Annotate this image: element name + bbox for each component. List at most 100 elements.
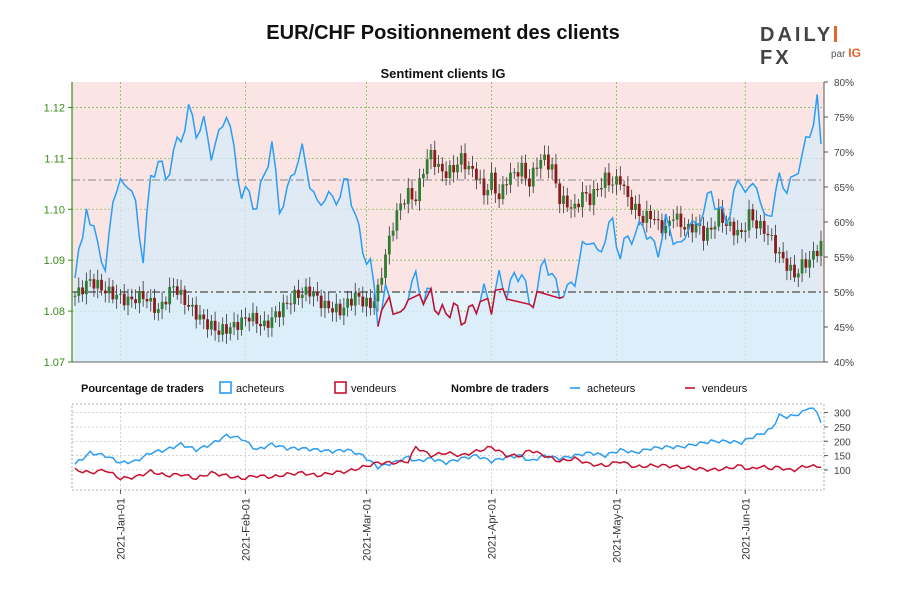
candle-body [565, 195, 569, 208]
candle-body [732, 221, 736, 236]
candle-body [81, 287, 84, 295]
candle-body [660, 220, 664, 234]
candle-body [493, 172, 497, 194]
candle-body [255, 312, 259, 324]
legend-buyers-count: acheteurs [587, 383, 636, 395]
candle-body [365, 297, 368, 307]
logo-brand-right: FX [760, 47, 792, 69]
candle-body [357, 292, 361, 297]
candle-body [482, 178, 486, 196]
candle-body [668, 220, 671, 226]
count-tick-label: 200 [834, 437, 851, 448]
candle-body [796, 273, 800, 278]
candle-body [509, 172, 512, 185]
candle-body [649, 210, 652, 220]
candle-body [717, 208, 721, 227]
candle-body [346, 298, 350, 308]
candle-body [115, 294, 119, 300]
count-axis-ticks: 100 150 200 250 300 [824, 409, 851, 477]
candle-body [440, 163, 444, 172]
candle-body [270, 317, 274, 328]
pct-axis-ticks: 40% 45% 50% 55% 60% 65% 70% 75% 80% [824, 78, 854, 369]
legend: Pourcentage de traders acheteurs vendeur… [81, 381, 748, 395]
candle-body [293, 289, 297, 305]
candle-body [236, 322, 240, 330]
candle-body [687, 223, 690, 230]
candle-body [395, 210, 399, 231]
candle-body [444, 171, 448, 178]
price-tick-label: 1.10 [44, 204, 65, 216]
candle-body [554, 164, 558, 184]
candle-body [759, 220, 762, 229]
candle-body [156, 309, 160, 313]
candle-body [179, 289, 183, 295]
price-tick-label: 1.08 [44, 306, 65, 318]
candle-body [331, 308, 334, 313]
dailyfx-logo: DAILYFX par IG [760, 24, 870, 69]
sellers-pct-line [377, 286, 564, 327]
pct-tick-label: 70% [834, 148, 854, 159]
date-tick-label: 2021-Jun-01 [740, 498, 752, 560]
candle-body [819, 240, 823, 257]
legend-pct-label: Pourcentage de traders [81, 383, 204, 395]
candle-body [747, 209, 751, 231]
legend-count-label: Nombre de traders [451, 383, 549, 395]
candle-body [459, 153, 463, 165]
candle-body [103, 290, 107, 294]
candle-body [755, 220, 759, 229]
candle-body [149, 297, 153, 302]
candle-body [486, 189, 490, 196]
price-tick-label: 1.11 [44, 153, 65, 165]
count-tick-label: 150 [834, 452, 851, 463]
candle-body [588, 193, 592, 206]
candle-body [774, 234, 777, 254]
legend-sellers-pct-swatch [334, 381, 347, 394]
candle-body [471, 165, 475, 169]
date-tick-label: 2021-May-01 [612, 498, 624, 563]
candle-body [399, 203, 403, 211]
candle-body [194, 304, 198, 320]
candle-body [164, 301, 168, 305]
candle-body [671, 219, 675, 221]
candle-body [289, 303, 293, 305]
candle-body [452, 164, 456, 173]
candle-body [543, 154, 546, 160]
candle-body [334, 303, 338, 313]
legend-buyers-pct-swatch [219, 381, 232, 394]
candle-body [247, 317, 251, 322]
candle-body [403, 203, 406, 205]
logo-sub-text: par [831, 49, 846, 60]
candle-body [202, 314, 206, 320]
candle-body [736, 229, 740, 236]
count-tick-label: 250 [834, 423, 851, 434]
legend-sellers-pct: vendeurs [351, 383, 397, 395]
candle-body [467, 165, 471, 170]
candle-body [728, 221, 732, 227]
count-tick-label: 300 [834, 409, 851, 420]
candle-body [259, 323, 262, 327]
candle-body [187, 304, 191, 307]
candle-body [713, 226, 717, 230]
candle-body [198, 314, 202, 320]
candle-body [312, 292, 315, 297]
candle-body [391, 230, 395, 236]
candle-body [437, 163, 440, 167]
candle-body [596, 189, 599, 191]
candle-body [637, 203, 641, 216]
candle-body [789, 264, 793, 271]
candle-body [315, 292, 319, 296]
candle-body [581, 192, 584, 208]
count-tick-label: 100 [834, 466, 851, 477]
candle-body [285, 302, 289, 304]
candle-body [531, 167, 535, 187]
candle-body [558, 183, 562, 204]
candle-body [520, 162, 524, 177]
candle-body [130, 296, 134, 300]
candle-body [92, 279, 96, 289]
candle-body [350, 298, 353, 306]
candle-body [77, 287, 81, 296]
candle-body [490, 172, 493, 190]
candle-body [274, 311, 278, 318]
pct-tick-label: 60% [834, 218, 854, 229]
